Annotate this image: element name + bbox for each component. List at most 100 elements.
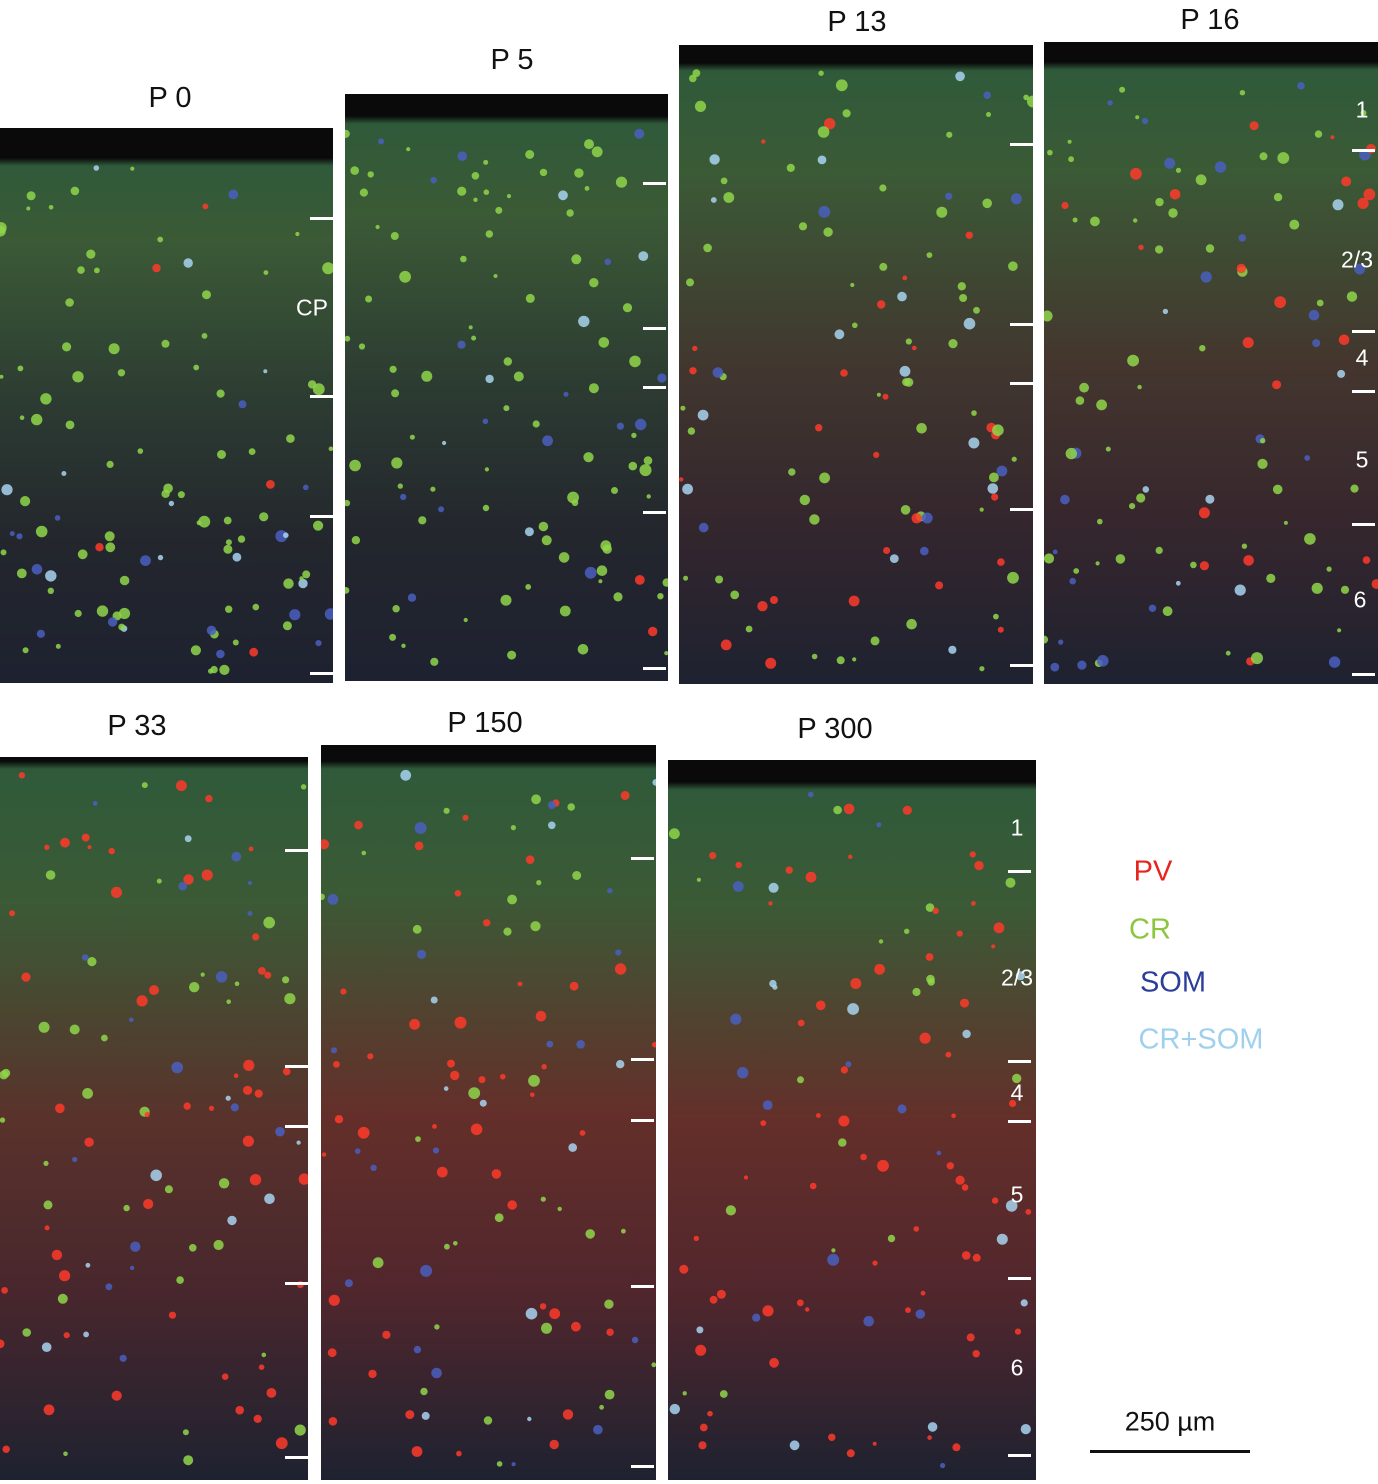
- cell: [217, 450, 226, 459]
- cell: [190, 645, 201, 656]
- cell: [657, 373, 667, 383]
- cell: [846, 1449, 855, 1458]
- cell: [996, 465, 1008, 477]
- cell: [904, 377, 914, 387]
- cell: [1068, 156, 1074, 163]
- panel-title: P 33: [107, 710, 167, 742]
- layer-tick: [285, 1125, 308, 1128]
- micrograph: [679, 45, 1033, 684]
- cell: [648, 626, 658, 637]
- cell: [171, 1061, 183, 1074]
- cell: [457, 340, 466, 349]
- cell: [1162, 308, 1169, 315]
- cell: [897, 291, 907, 302]
- cell: [447, 1059, 455, 1068]
- cell: [768, 882, 779, 893]
- cell: [1241, 543, 1248, 549]
- cell: [973, 306, 980, 314]
- cell: [456, 1450, 462, 1457]
- cell: [584, 186, 590, 191]
- cell: [259, 512, 269, 522]
- cell: [368, 1369, 377, 1379]
- cell: [409, 1018, 420, 1030]
- cell: [952, 1443, 961, 1452]
- cell: [1005, 877, 1016, 888]
- cell: [16, 568, 27, 579]
- cell: [599, 1404, 604, 1410]
- cell: [805, 1307, 810, 1312]
- layer-label: 4: [1010, 1079, 1024, 1106]
- cell: [770, 596, 778, 604]
- cell: [835, 79, 848, 92]
- cell: [611, 487, 618, 494]
- cell: [762, 1305, 774, 1317]
- cell: [639, 464, 652, 477]
- cell: [1259, 152, 1268, 161]
- cell: [600, 540, 612, 552]
- cell: [493, 274, 498, 278]
- cell: [972, 1253, 981, 1262]
- layer-tick: [310, 515, 333, 518]
- cell: [108, 847, 115, 855]
- cell: [956, 930, 963, 937]
- cell: [833, 805, 842, 815]
- cell: [1304, 455, 1311, 461]
- cell: [604, 1389, 615, 1400]
- cell: [989, 472, 999, 483]
- cell: [354, 820, 363, 830]
- cell: [321, 893, 325, 900]
- cell: [213, 1239, 224, 1251]
- cell: [283, 578, 294, 589]
- cell: [340, 988, 347, 995]
- cell: [72, 1156, 78, 1163]
- cell: [243, 1085, 253, 1095]
- cell: [631, 1336, 639, 1344]
- cell: [1073, 568, 1080, 574]
- cell: [389, 633, 397, 641]
- cell: [345, 499, 351, 507]
- cell: [547, 801, 556, 810]
- cell: [662, 578, 668, 587]
- cell: [1239, 90, 1246, 96]
- cell: [577, 644, 589, 655]
- cell: [860, 1153, 867, 1161]
- cell: [106, 460, 114, 468]
- cell: [482, 418, 489, 425]
- layer-tick: [643, 327, 666, 330]
- cell: [351, 536, 361, 545]
- cell: [971, 410, 977, 416]
- cell: [913, 1226, 920, 1232]
- cell: [1328, 656, 1341, 668]
- cell: [87, 845, 92, 850]
- layer-tick: [631, 1058, 654, 1061]
- cell: [716, 1289, 726, 1299]
- cell: [679, 1264, 689, 1274]
- cell: [847, 1003, 859, 1015]
- cell: [535, 1010, 547, 1022]
- cell: [183, 874, 194, 885]
- cell: [712, 367, 724, 378]
- cell: [2, 1445, 10, 1453]
- cell: [161, 489, 170, 498]
- cell: [525, 150, 535, 159]
- cell: [698, 522, 709, 533]
- cell: [955, 1175, 965, 1185]
- cell: [202, 203, 209, 210]
- cell: [258, 967, 266, 975]
- cell: [709, 154, 720, 165]
- panel-title: P 300: [797, 713, 873, 745]
- cell: [1242, 337, 1254, 349]
- cell: [454, 890, 462, 897]
- cell: [26, 191, 36, 201]
- cell: [193, 364, 200, 371]
- cell: [282, 976, 290, 984]
- layer-tick: [631, 857, 654, 860]
- cell: [183, 258, 193, 268]
- cell: [261, 1352, 267, 1358]
- cell: [35, 525, 48, 538]
- cell: [664, 651, 668, 656]
- cell: [1, 1068, 11, 1078]
- cell: [541, 1322, 552, 1334]
- cell: [1312, 339, 1321, 348]
- cell: [418, 516, 427, 525]
